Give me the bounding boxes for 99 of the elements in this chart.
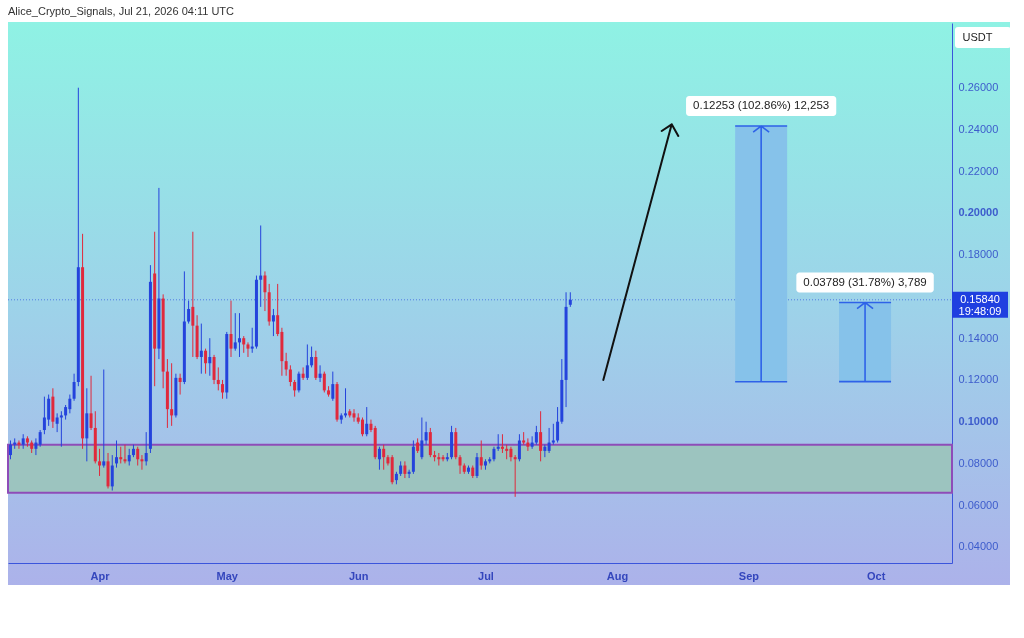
candlestick	[140, 454, 144, 471]
candlestick	[34, 437, 38, 456]
candlestick	[89, 375, 93, 431]
candlestick	[55, 412, 59, 433]
candlestick	[102, 369, 106, 469]
y-tick-label: 0.12000	[958, 373, 999, 386]
candlestick	[314, 350, 318, 381]
candlestick	[556, 406, 560, 444]
candlestick	[424, 421, 428, 446]
candlestick	[13, 437, 17, 450]
y-tick-label: 0.14000	[958, 331, 999, 344]
candlestick	[344, 387, 348, 419]
y-tick-label: 0.06000	[958, 498, 999, 511]
candlestick	[68, 394, 72, 414]
candlestick	[386, 454, 390, 467]
candlestick	[310, 346, 314, 368]
data-label: 0.12253 (102.86%) 12,253	[693, 99, 830, 112]
candlestick	[403, 460, 407, 479]
candlestick	[458, 454, 462, 475]
candlestick	[547, 427, 551, 454]
y-tick-label: 0.24000	[958, 122, 999, 135]
candlestick	[517, 433, 521, 462]
x-tick-label: Jun	[348, 569, 369, 582]
y-tick-label: 0.26000	[958, 81, 999, 94]
candlestick	[72, 373, 76, 402]
candlestick	[259, 224, 263, 308]
candlestick	[284, 352, 288, 377]
candlestick	[360, 417, 364, 437]
y-axis-title: USDT	[962, 30, 993, 43]
candlestick	[288, 364, 292, 387]
candlestick	[479, 439, 483, 471]
candlestick	[305, 343, 309, 381]
candlestick	[369, 419, 373, 433]
candlestick	[365, 406, 369, 437]
x-tick-label: Sep	[738, 569, 760, 582]
candlestick	[530, 435, 534, 450]
candlestick	[441, 454, 445, 462]
candlestick	[237, 312, 241, 358]
candlestick	[59, 410, 63, 448]
data-label: 0.03789 (31.78%) 3,789	[803, 275, 927, 288]
candlestick	[318, 364, 322, 383]
y-tick-label: 0.18000	[958, 248, 999, 261]
candlestick	[8, 439, 12, 460]
candlestick	[534, 425, 538, 446]
y-tick-label: 0.10000	[958, 415, 999, 428]
candlestick	[382, 444, 386, 471]
x-tick-label: May	[216, 569, 239, 582]
candlestick	[115, 439, 118, 469]
y-tick-label: 0.22000	[958, 164, 999, 177]
candlestick	[428, 427, 432, 458]
candlestick	[331, 371, 335, 402]
candlestick	[212, 354, 216, 385]
candlestick	[178, 373, 182, 396]
candlestick	[17, 439, 21, 450]
x-tick-label: Aug	[606, 569, 629, 582]
candlestick	[42, 396, 46, 435]
candlestick	[551, 423, 555, 446]
candlestick	[271, 308, 275, 337]
candlestick	[263, 270, 267, 312]
candlestick	[204, 348, 208, 375]
candlestick	[136, 446, 140, 467]
x-tick-label: Apr	[90, 569, 111, 582]
x-tick-label: Jul	[478, 569, 494, 582]
candlestick	[110, 454, 114, 492]
candlestick	[420, 417, 424, 460]
y-tick-label: 0.08000	[958, 456, 999, 469]
candlestick	[98, 448, 102, 477]
candlestick	[526, 437, 530, 452]
y-tick-label: 0.20000	[958, 206, 999, 219]
candlestick	[352, 408, 356, 423]
candlestick	[229, 300, 233, 358]
candlestick	[301, 366, 305, 381]
candlestick	[47, 394, 51, 427]
candlestick	[170, 362, 174, 427]
candlestick	[191, 231, 195, 358]
candlestick	[123, 444, 127, 464]
candlestick	[233, 312, 237, 352]
candlestick	[216, 366, 220, 391]
candlestick	[513, 454, 517, 498]
candlestick	[144, 431, 148, 467]
text: Alice_Crypto_Signals, Jul 21, 2026 04:11 UTC	[8, 5, 235, 17]
text: 19:48:09	[958, 304, 1002, 317]
candlestick	[543, 444, 547, 458]
candlestick	[539, 410, 543, 462]
ref-line-label: 0.15840	[960, 292, 1000, 305]
candlestick	[246, 341, 250, 358]
candlestick	[187, 300, 191, 325]
candlestick	[475, 452, 479, 479]
candlestick	[221, 379, 225, 400]
candlestick	[199, 323, 203, 375]
candlestick	[407, 469, 411, 479]
candlestick	[208, 337, 212, 377]
x-tick-label: Oct	[866, 569, 886, 582]
y-tick-label: 0.04000	[958, 540, 999, 553]
candlestick	[297, 371, 301, 393]
candlestick	[377, 446, 381, 471]
candlestick	[500, 433, 504, 454]
candlestick	[322, 371, 326, 393]
candlestick	[250, 327, 254, 354]
